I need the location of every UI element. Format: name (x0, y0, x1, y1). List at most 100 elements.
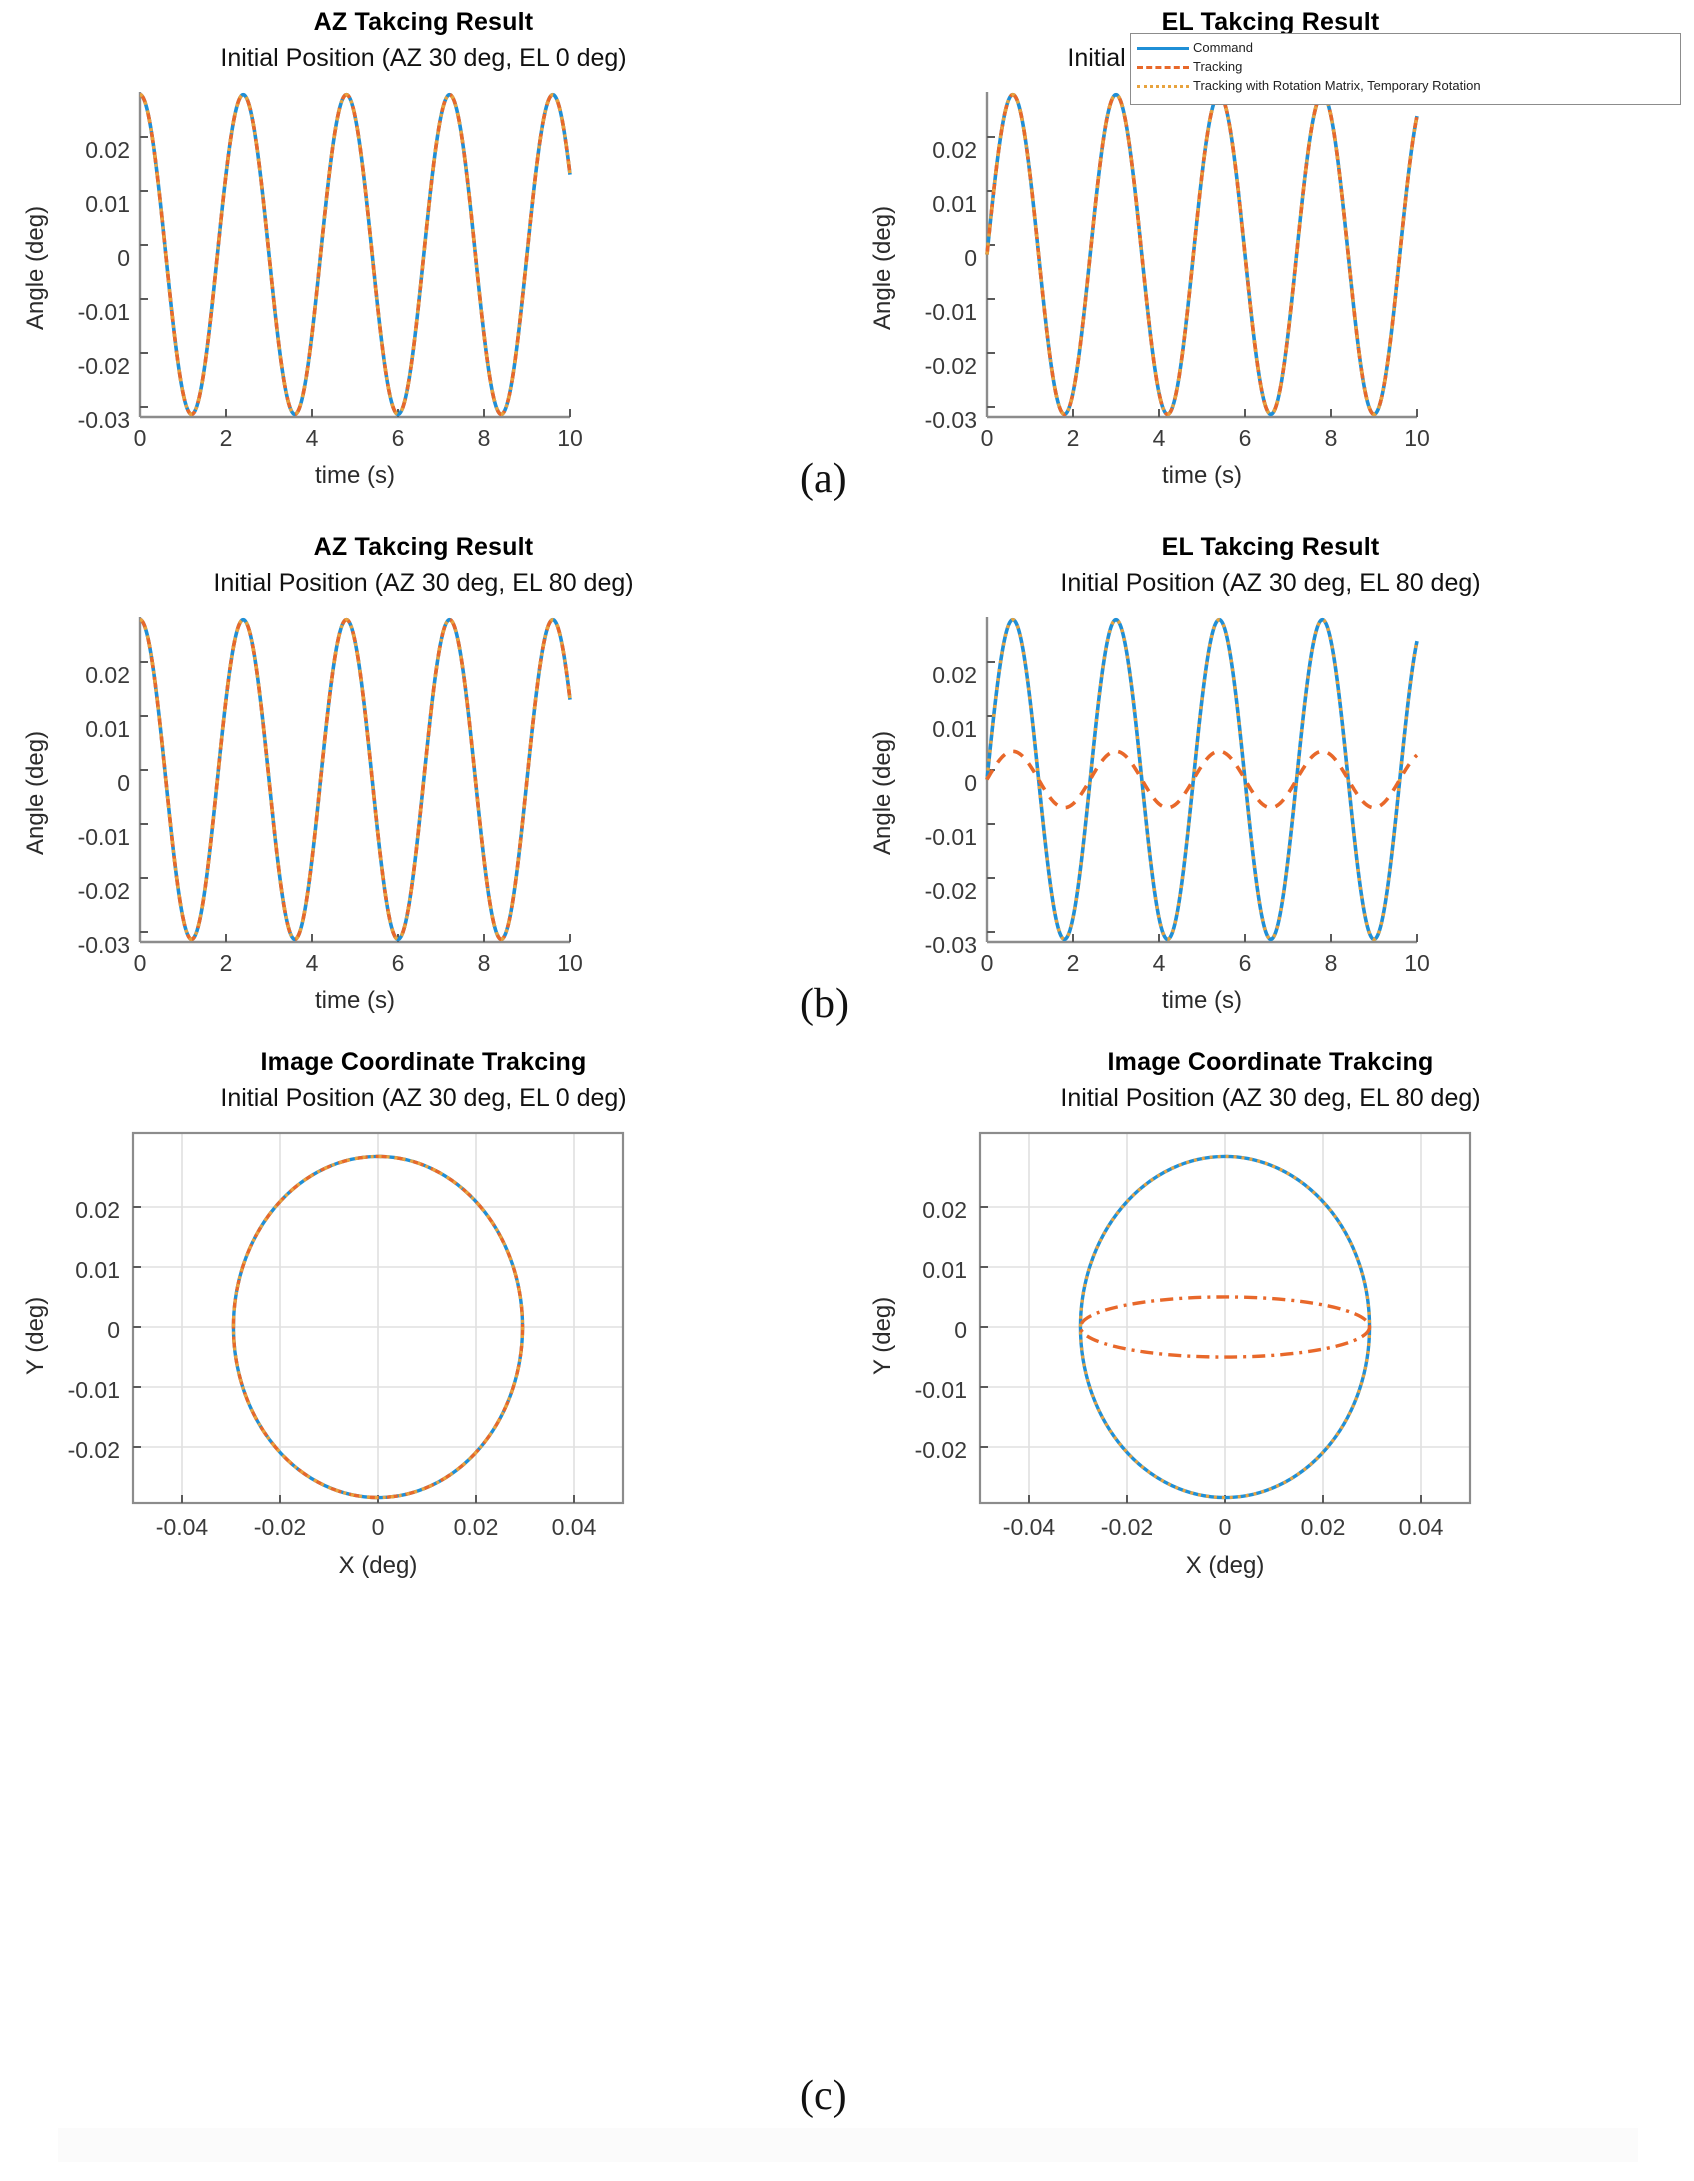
panel-c-right: Image Coordinate Trakcing Initial Positi… (847, 1030, 1694, 2130)
series-group (139, 617, 572, 942)
x-tick-label: 10 (557, 425, 583, 451)
x-axis-label: time (s) (1162, 462, 1242, 489)
xy-svg (978, 1131, 1472, 1505)
y-tick-label: -0.03 (924, 407, 977, 433)
y-tick-label: 0 (964, 245, 977, 271)
x-axis-label: time (s) (315, 462, 395, 489)
x-tick-label: 0.04 (551, 1514, 597, 1540)
timeseries-svg (985, 617, 1419, 944)
series-tracking-ellipse (1078, 1295, 1372, 1359)
timeseries-svg (985, 92, 1419, 419)
y-tick-label: 0 (107, 1317, 120, 1343)
legend-box: Command Tracking Tracking with Rotation … (1130, 33, 1681, 105)
x-tick-label: 4 (1152, 950, 1166, 976)
plot-area-c-right (978, 1131, 1472, 1505)
x-tick-label: 2 (1066, 950, 1080, 976)
x-tick-label: -0.04 (155, 1514, 209, 1540)
legend-swatch-command-icon (1137, 42, 1189, 54)
x-tick-label: 0 (980, 425, 994, 451)
y-tick-label: -0.02 (77, 353, 130, 379)
y-tick-label: 0.02 (932, 662, 977, 688)
panel-tag-b: (b) (800, 981, 849, 1027)
panel-subtitle: Initial Position (AZ 30 deg, EL 80 deg) (213, 569, 634, 597)
series-rotation-line (985, 617, 1419, 942)
x-tick-label: 0 (980, 950, 994, 976)
grid-lines (133, 1133, 623, 1503)
series-tracking-line (139, 92, 572, 417)
series-rotation-line (985, 92, 1419, 417)
panel-a-left: AZ Takcing Result Initial Position (AZ 3… (0, 0, 847, 510)
panel-title: Image Coordinate Trakcing (1107, 1048, 1434, 1076)
y-tick-label: 0.02 (922, 1197, 967, 1223)
x-tick-label: 0.04 (1398, 1514, 1444, 1540)
y-tick-label: -0.02 (67, 1437, 120, 1463)
x-tick-label: -0.02 (1100, 1514, 1154, 1540)
panel-title: AZ Takcing Result (313, 533, 534, 561)
y-tick-label: 0 (964, 770, 977, 796)
panel-b-left: AZ Takcing Result Initial Position (AZ 3… (0, 525, 847, 1035)
series-command-line (139, 92, 572, 417)
x-tick-label: 6 (1238, 950, 1252, 976)
x-axis-label: X (deg) (338, 1552, 418, 1579)
panel-subtitle: Initial Position (AZ 30 deg, EL 0 deg) (220, 1084, 627, 1112)
series-group (231, 1154, 525, 1500)
series-rotation-line (139, 92, 572, 417)
panel-subtitle: Initial Position (AZ 30 deg, EL 0 deg) (220, 44, 627, 72)
y-tick-label: 0.02 (932, 137, 977, 163)
y-tick-label: 0.02 (75, 1197, 120, 1223)
x-tick-label: 8 (477, 425, 491, 451)
x-tick-label: 0 (371, 1514, 385, 1540)
panel-c-left: Image Coordinate Trakcing Initial Positi… (0, 1030, 847, 2130)
legend-swatch-tracking-icon (1137, 61, 1189, 73)
y-tick-label: 0.01 (85, 191, 130, 217)
plot-area-b-right (985, 617, 1419, 944)
series-rotation-line (139, 617, 572, 942)
series-group (1078, 1154, 1372, 1500)
plot-area-c-left (131, 1131, 625, 1505)
grid-lines (980, 1133, 1470, 1503)
series-tracking-line (139, 617, 572, 942)
legend-entry-command: Command (1137, 38, 1674, 57)
panel-title: EL Takcing Result (1161, 8, 1380, 36)
figure-row-a: AZ Takcing Result Initial Position (AZ 3… (0, 0, 1694, 510)
x-axis-label: X (deg) (1185, 1552, 1265, 1579)
series-command-line (985, 617, 1419, 942)
y-tick-label: -0.01 (924, 299, 977, 325)
y-tick-label: -0.03 (924, 932, 977, 958)
panel-subtitle: Initial Position (AZ 30 deg, EL 80 deg) (1060, 1084, 1481, 1112)
x-tick-label: 0 (133, 425, 147, 451)
y-tick-label: -0.01 (77, 824, 130, 850)
legend-label: Tracking (1193, 59, 1243, 74)
x-tick-label: 6 (391, 950, 405, 976)
y-tick-label: -0.02 (924, 353, 977, 379)
x-tick-label: 0.02 (453, 1514, 499, 1540)
y-tick-label: 0 (117, 770, 130, 796)
plot-area-a-left (138, 92, 572, 419)
panel-tag-c: (c) (800, 2073, 847, 2119)
plot-area-a-right (985, 92, 1419, 419)
y-tick-label: 0.01 (922, 1257, 967, 1283)
panel-title: EL Takcing Result (1161, 533, 1380, 561)
series-rotation-circle (231, 1154, 525, 1500)
legend-label: Command (1193, 40, 1253, 55)
panel-tag-a: (a) (800, 456, 847, 502)
x-tick-label: 0 (1218, 1514, 1232, 1540)
x-axis-label: time (s) (315, 987, 395, 1014)
series-group (985, 92, 1419, 417)
y-tick-label: -0.02 (924, 878, 977, 904)
series-command-line (139, 617, 572, 942)
x-tick-label: 4 (305, 425, 319, 451)
panel-subtitle: Initial Position (AZ 30 deg, EL 80 deg) (1060, 569, 1481, 597)
series-group (985, 617, 1419, 942)
y-tick-label: 0 (954, 1317, 967, 1343)
x-tick-label: 8 (477, 950, 491, 976)
y-tick-label: 0.01 (75, 1257, 120, 1283)
series-command-line (985, 92, 1419, 417)
xy-svg (131, 1131, 625, 1505)
plot-area-b-left (138, 617, 572, 944)
panel-a-right: EL Takcing Result Initial Position (AZ 3… (847, 0, 1694, 510)
y-tick-label: -0.02 (77, 878, 130, 904)
x-tick-label: 6 (1238, 425, 1252, 451)
y-tick-label: 0.02 (85, 137, 130, 163)
